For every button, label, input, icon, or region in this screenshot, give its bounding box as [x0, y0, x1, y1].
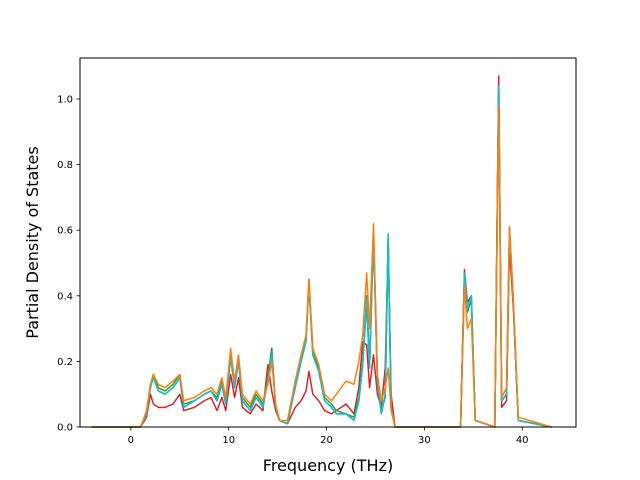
y-tick-label: 0.4: [57, 291, 73, 302]
y-axis-ticks: 0.0 0.2 0.4 0.6 0.8 1.0: [57, 95, 80, 434]
y-axis-label: Partial Density of States: [23, 146, 42, 338]
x-tick-label: 0: [128, 435, 134, 446]
x-axis-ticks: 0 10 20 30 40: [128, 427, 529, 446]
x-tick-label: 20: [320, 435, 333, 446]
y-tick-label: 0.2: [57, 357, 73, 368]
y-tick-label: 0.8: [57, 160, 73, 171]
y-tick-label: 0.6: [57, 226, 73, 237]
y-tick-label: 1.0: [57, 95, 73, 106]
pdos-series-line-5: [91, 104, 552, 428]
x-tick-label: 10: [222, 435, 235, 446]
y-tick-label: 0.0: [57, 423, 73, 434]
x-axis-label: Frequency (THz): [263, 456, 393, 475]
plot-area-frame: [79, 57, 577, 428]
x-tick-label: 30: [418, 435, 431, 446]
series-layer: [91, 75, 552, 428]
x-tick-label: 40: [516, 435, 529, 446]
